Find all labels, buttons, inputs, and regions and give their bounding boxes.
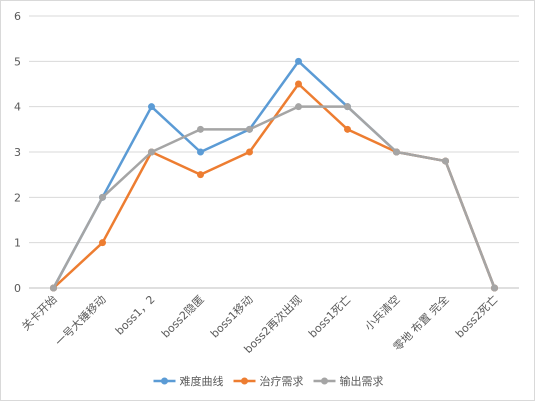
- y-tick-label: 2: [14, 191, 21, 204]
- data-point: [295, 103, 302, 111]
- y-tick-label: 4: [14, 101, 21, 114]
- data-point: [50, 284, 57, 292]
- data-point: [197, 125, 204, 133]
- y-tick-label: 6: [14, 10, 21, 23]
- x-tick-label: boss1移动: [208, 293, 256, 341]
- data-point: [295, 80, 302, 88]
- x-tick-label: 一号大锤移动: [52, 292, 109, 349]
- series-3: [50, 103, 498, 292]
- x-tick-label: 小兵清空: [362, 292, 403, 333]
- series-line: [52, 82, 496, 289]
- x-tick-label: boss2死亡: [452, 292, 500, 340]
- legend-swatch-marker: [161, 377, 168, 385]
- legend-item: 治疗需求: [233, 374, 304, 388]
- gridlines: [29, 15, 519, 289]
- y-axis: 0 1 2 3 4 5 6: [14, 10, 21, 295]
- y-tick-label: 0: [14, 282, 21, 295]
- data-point: [442, 157, 449, 165]
- x-tick-label: 关卡开始: [19, 292, 60, 333]
- data-point: [344, 103, 351, 111]
- legend-swatch-marker: [241, 377, 248, 385]
- legend-item: 输出需求: [313, 374, 384, 388]
- data-point: [99, 193, 106, 201]
- data-point: [246, 125, 253, 133]
- y-tick-label: 3: [14, 146, 21, 159]
- data-point: [393, 148, 400, 156]
- y-tick-label: 1: [14, 237, 21, 250]
- series-group: [50, 57, 498, 292]
- data-point: [197, 148, 204, 156]
- series-1: [50, 57, 498, 292]
- x-tick-label: boss2隐匿: [159, 293, 207, 341]
- legend-label: 难度曲线: [180, 374, 224, 388]
- series-line: [52, 60, 496, 289]
- data-point: [148, 148, 155, 156]
- x-tick-label: boss1，2: [113, 293, 158, 338]
- x-tick-label: boss1死亡: [305, 292, 353, 340]
- data-point: [344, 125, 351, 133]
- data-point: [197, 171, 204, 179]
- data-point: [99, 239, 106, 247]
- legend-item: 难度曲线: [153, 374, 224, 388]
- data-point: [295, 57, 302, 65]
- legend: 难度曲线 治疗需求 输出需求: [153, 374, 384, 388]
- y-tick-label: 5: [14, 55, 21, 68]
- legend-label: 输出需求: [340, 374, 384, 388]
- data-point: [491, 284, 498, 292]
- legend-swatch-marker: [321, 377, 328, 385]
- series-line: [52, 105, 496, 289]
- series-2: [50, 80, 498, 292]
- data-point: [246, 148, 253, 156]
- legend-label: 治疗需求: [260, 374, 304, 388]
- data-point: [148, 103, 155, 111]
